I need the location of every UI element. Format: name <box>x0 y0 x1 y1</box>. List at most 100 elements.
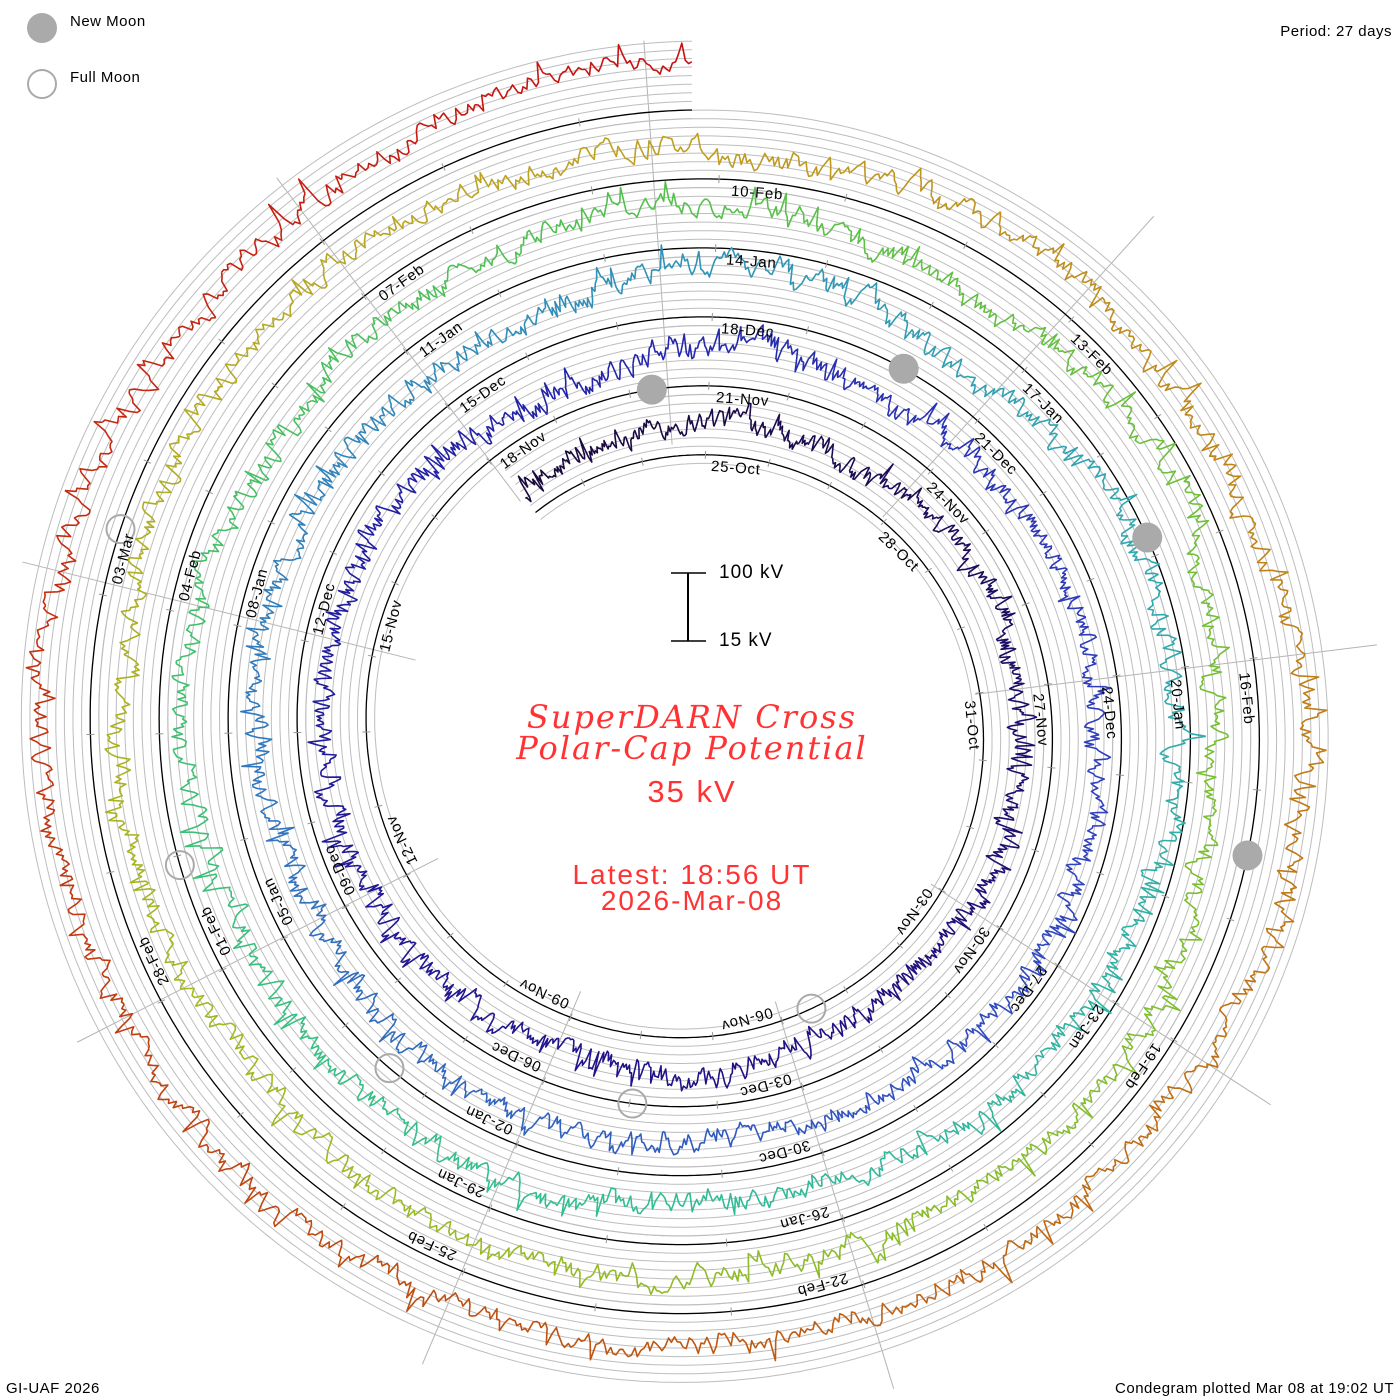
day-tick <box>1115 774 1124 777</box>
series-segment <box>895 167 933 196</box>
series-segment <box>1102 385 1137 412</box>
day-tick <box>240 837 249 841</box>
day-tick <box>289 1067 297 1074</box>
series-segment <box>893 1294 929 1315</box>
day-tick <box>378 470 385 477</box>
series-segment <box>394 483 417 506</box>
series-segment <box>36 605 59 644</box>
series-segment <box>251 772 267 799</box>
day-tick <box>1253 788 1262 791</box>
series-segment <box>246 620 270 648</box>
scale-bottom-label: 15 kV <box>719 630 773 651</box>
day-tick <box>725 1238 728 1247</box>
series-segment <box>1104 301 1128 335</box>
series-segment <box>1289 772 1317 811</box>
series-segment <box>1124 1124 1159 1150</box>
series-segment <box>995 1084 1026 1107</box>
series-segment <box>816 221 850 236</box>
day-tick <box>205 489 214 495</box>
series-segment <box>766 330 789 363</box>
series-segment <box>375 1186 406 1212</box>
radial-gridline <box>421 991 582 1365</box>
day-tick <box>711 1032 714 1041</box>
series-segment <box>782 1037 805 1053</box>
series-segment <box>434 1061 452 1090</box>
series-segment <box>416 285 447 301</box>
series-segment <box>475 1088 501 1107</box>
series-segment <box>307 1224 343 1249</box>
series-segment <box>1186 519 1210 556</box>
radial-gridline <box>882 215 1155 518</box>
series-segment <box>551 462 565 478</box>
series-segment <box>266 1073 286 1106</box>
series-segment <box>584 43 624 76</box>
series-segment <box>962 375 987 395</box>
series-segment <box>314 786 344 808</box>
series-segment <box>334 436 361 459</box>
series-segment <box>718 326 745 354</box>
day-tick <box>982 529 990 535</box>
series-segment <box>1126 411 1141 445</box>
day-tick <box>878 1045 884 1053</box>
new-moon-icon <box>27 13 57 43</box>
series-segment <box>436 1151 470 1170</box>
series-segment <box>799 156 832 181</box>
series-segment <box>1065 853 1091 876</box>
series-segment <box>1204 735 1230 768</box>
spiral-baseline <box>89 109 1261 1315</box>
series-segment <box>313 658 334 681</box>
day-tick <box>1096 452 1104 458</box>
series-segment <box>1290 665 1320 703</box>
series-segment <box>1026 513 1041 537</box>
series-segment <box>848 457 870 481</box>
series-segment <box>198 377 238 401</box>
series-segment <box>1139 438 1177 470</box>
series-segment <box>843 377 870 391</box>
series-segment <box>928 268 959 287</box>
series-segment <box>594 439 612 454</box>
series-segment <box>760 192 789 228</box>
series-segment <box>1250 532 1271 568</box>
series-segment <box>118 820 140 855</box>
series-segment <box>573 1333 612 1361</box>
series-segment <box>1249 945 1271 983</box>
series-segment <box>938 924 956 946</box>
latest-date: 2026-Mar-08 <box>600 885 784 916</box>
series-segment <box>571 286 596 314</box>
series-segment <box>709 1128 735 1148</box>
series-segment <box>443 263 470 290</box>
series-segment <box>1012 770 1030 792</box>
series-segment <box>402 952 434 973</box>
series-segment <box>522 220 550 245</box>
series-segment <box>706 1067 730 1089</box>
series-segment <box>979 301 1006 328</box>
series-segment <box>727 1062 749 1085</box>
series-segment <box>750 419 767 439</box>
radial-gridline <box>974 644 1377 695</box>
series-segment <box>1079 639 1098 665</box>
series-segment <box>899 1130 928 1164</box>
series-segment <box>1008 397 1033 421</box>
series-segment <box>1057 595 1087 618</box>
day-tick <box>173 854 182 858</box>
series-segment <box>683 1261 717 1290</box>
day-tick <box>861 421 866 430</box>
series-segment <box>360 992 379 1023</box>
day-tick <box>929 301 934 310</box>
series-segment <box>665 132 702 153</box>
day-tick <box>462 1035 468 1043</box>
series-segment <box>1163 678 1184 709</box>
series-segment <box>877 1222 901 1264</box>
day-tick <box>805 326 810 335</box>
day-tick <box>957 626 966 631</box>
chart-title-line1: SuperDARN Cross <box>526 698 858 736</box>
series-segment <box>282 844 301 868</box>
series-segment <box>486 1171 521 1193</box>
full-moon-marker <box>374 1053 405 1084</box>
series-segment <box>218 1160 254 1187</box>
series-segment <box>321 827 354 851</box>
series-segment <box>1083 734 1112 760</box>
day-tick <box>361 293 367 300</box>
full-moon-marker <box>796 993 827 1024</box>
series-segment <box>747 1249 781 1283</box>
